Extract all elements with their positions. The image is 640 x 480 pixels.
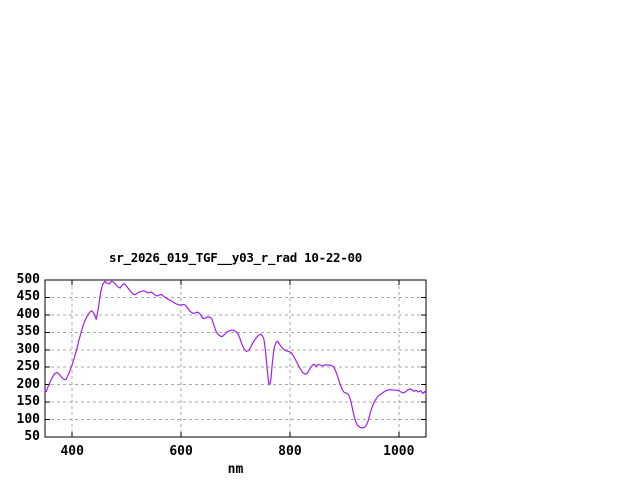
x-tick-label: 400 (60, 444, 84, 459)
x-tick-label: 600 (169, 444, 193, 459)
chart-title: sr_2026_019_TGF__y03_r_rad 10-22-00 (109, 250, 362, 265)
y-tick-label: 250 (16, 359, 40, 375)
x-tick-label: 1000 (383, 444, 415, 459)
y-tick-label: 300 (16, 341, 40, 357)
data-line (44, 280, 427, 429)
x-axis-label: nm (227, 462, 244, 477)
y-tick-label: 50 (24, 429, 40, 444)
y-tick-label: 500 (16, 272, 40, 287)
x-tick-label: 800 (278, 444, 302, 459)
y-tick-label: 100 (16, 411, 40, 427)
y-tick-label: 150 (16, 394, 40, 410)
y-tick-label: 450 (16, 289, 40, 305)
plot-frame (44, 279, 427, 438)
y-tick-label: 200 (16, 376, 40, 392)
y-tick-label: 350 (16, 324, 40, 340)
y-tick-label: 400 (16, 306, 40, 322)
